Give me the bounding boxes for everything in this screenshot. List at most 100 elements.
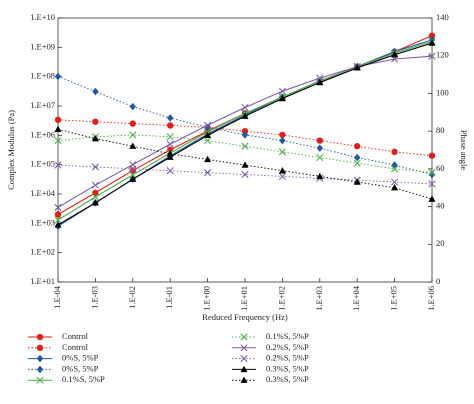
legend-label: Control bbox=[62, 342, 89, 352]
y-axis-label: Complex Modulus (Pa) bbox=[6, 110, 16, 190]
legend-marker bbox=[36, 354, 44, 363]
y2-tick-label: 40 bbox=[436, 201, 445, 211]
y-tick-label: 1.E+04 bbox=[30, 188, 56, 198]
y-tick-label: 1.E+03 bbox=[30, 217, 55, 227]
marker bbox=[241, 112, 249, 119]
marker bbox=[91, 199, 99, 206]
legend-marker bbox=[240, 376, 248, 383]
marker bbox=[428, 39, 436, 46]
series-line bbox=[57, 164, 433, 185]
legend-marker bbox=[240, 365, 248, 373]
legend-label: 0.2%S, 5%P bbox=[266, 353, 309, 363]
y-tick-label: 1.E+07 bbox=[30, 100, 55, 110]
marker bbox=[241, 161, 249, 168]
y2-tick-label: 100 bbox=[436, 87, 449, 97]
marker bbox=[428, 32, 436, 39]
marker bbox=[129, 142, 137, 149]
x-tick-label: 1.E+02 bbox=[276, 286, 286, 311]
marker bbox=[316, 172, 324, 180]
marker bbox=[166, 153, 174, 160]
x-tick-label: 1.E-04 bbox=[52, 285, 62, 309]
marker bbox=[428, 180, 436, 188]
y-tick-label: 1.E+01 bbox=[30, 276, 55, 286]
marker bbox=[167, 122, 174, 129]
legend-label: 0.2%S, 5%P bbox=[266, 342, 309, 352]
marker bbox=[354, 143, 361, 150]
marker bbox=[428, 52, 436, 60]
marker bbox=[204, 121, 212, 129]
y-tick-label: 1.E+08 bbox=[30, 71, 55, 81]
marker bbox=[54, 216, 62, 224]
legend-item: 0.1%S, 5%P bbox=[232, 331, 309, 341]
marker bbox=[91, 181, 99, 189]
marker bbox=[354, 153, 361, 162]
marker bbox=[129, 167, 136, 174]
y-tick-label: 1.E+10 bbox=[30, 12, 55, 22]
marker bbox=[391, 165, 399, 173]
y2-tick-label: 20 bbox=[436, 238, 445, 248]
legend-marker bbox=[36, 376, 44, 384]
marker bbox=[167, 114, 174, 122]
x-tick-label: 1.E+06 bbox=[426, 286, 436, 311]
marker bbox=[91, 134, 99, 142]
x-axis-label: Reduced Frequency (Hz) bbox=[202, 312, 288, 322]
marker bbox=[54, 72, 62, 81]
marker bbox=[204, 136, 212, 145]
legend-label: 0.1%S, 5%P bbox=[266, 331, 309, 341]
x-tick-label: 1.E-01 bbox=[164, 286, 174, 309]
marker bbox=[91, 163, 99, 171]
marker bbox=[428, 195, 436, 202]
legend-label: 0%S, 5%P bbox=[62, 363, 99, 373]
y-tick-label: 1.E+02 bbox=[30, 247, 55, 257]
legend-item: 0.1%S, 5%P bbox=[28, 374, 105, 384]
plot-frame bbox=[57, 17, 433, 283]
x-tick-label: 1.E+00 bbox=[202, 286, 212, 311]
legend-label: 0.3%S, 5%P bbox=[266, 363, 309, 373]
marker bbox=[241, 131, 249, 139]
marker bbox=[204, 123, 211, 132]
marker bbox=[278, 87, 286, 95]
marker bbox=[166, 133, 174, 141]
marker bbox=[91, 193, 99, 201]
marker bbox=[428, 169, 436, 177]
marker bbox=[166, 140, 174, 148]
y2-tick-label: 80 bbox=[436, 125, 445, 135]
marker bbox=[54, 221, 62, 228]
y2-tick-label: 0 bbox=[436, 276, 440, 286]
marker bbox=[428, 152, 436, 159]
y-tick-label: 1.E+06 bbox=[30, 129, 55, 139]
marker bbox=[204, 131, 212, 139]
marker bbox=[92, 87, 99, 96]
legend-item: Control bbox=[28, 342, 89, 352]
x-tick-label: 1.E-02 bbox=[127, 286, 137, 309]
legend-marker bbox=[36, 344, 44, 351]
series-line bbox=[57, 76, 433, 175]
marker bbox=[279, 136, 286, 145]
marker bbox=[353, 178, 361, 185]
legend-label: Control bbox=[62, 331, 89, 341]
series-line bbox=[57, 128, 433, 200]
marker bbox=[391, 184, 399, 191]
legend-marker bbox=[240, 344, 248, 352]
marker bbox=[316, 74, 324, 82]
marker bbox=[241, 170, 249, 179]
marker bbox=[54, 136, 62, 145]
marker bbox=[166, 167, 174, 175]
legend-marker bbox=[240, 333, 248, 341]
legend-marker bbox=[36, 333, 44, 341]
marker bbox=[241, 103, 249, 112]
marker bbox=[278, 94, 286, 102]
marker bbox=[353, 159, 361, 167]
y2-tick-label: 120 bbox=[436, 50, 449, 60]
marker bbox=[278, 172, 286, 180]
x-tick-label: 1.E+03 bbox=[314, 286, 324, 311]
x-tick-label: 1.E-03 bbox=[89, 286, 99, 309]
legend-item: Control bbox=[28, 331, 89, 341]
y-tick-label: 1.E+09 bbox=[30, 41, 55, 51]
marker bbox=[54, 203, 62, 211]
marker bbox=[129, 165, 137, 173]
marker bbox=[204, 169, 212, 177]
marker bbox=[54, 116, 62, 124]
marker bbox=[279, 131, 286, 139]
